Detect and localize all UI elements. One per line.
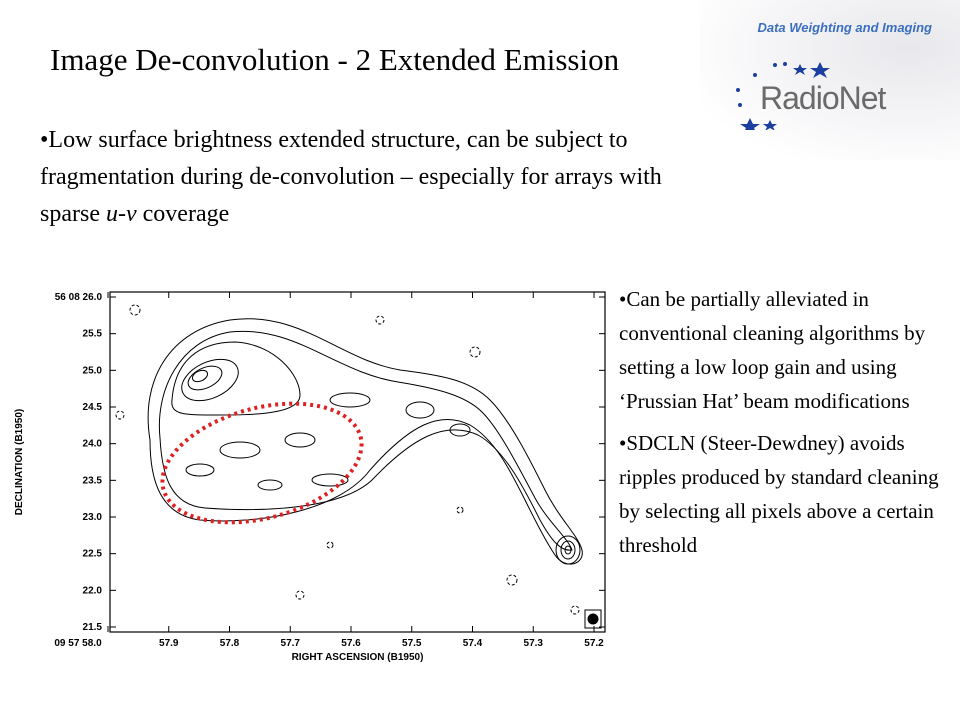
y-tick-label: 22.0: [83, 585, 103, 596]
side-bullets: •Can be partially alleviated in conventi…: [619, 282, 949, 570]
x-tick-label: 57.2: [584, 638, 604, 649]
contour-figure: 56 08 26.0 25.5 25.0 24.5 24.0 23.5 23.0 22.5 22…: [14, 291, 606, 663]
x-tick-label: 57.4: [463, 638, 483, 649]
y-tick-label: 22.5: [83, 549, 103, 560]
x-tick-label: 57.5: [402, 638, 422, 649]
logo-stars: [736, 62, 830, 130]
plot-frame: [109, 291, 606, 633]
logo: RadioNet: [760, 80, 886, 116]
contours: [115, 304, 602, 629]
x-tick-label: 57.9: [159, 638, 179, 649]
y-tick-label: 24.0: [83, 439, 103, 450]
x-tick-label: 57.6: [341, 638, 361, 649]
y-tick-label: 25.0: [83, 365, 103, 376]
y-tick-label: 56 08 26.0: [55, 292, 103, 303]
highlight-ellipse: [160, 401, 364, 525]
bullet-italic: u-v: [105, 201, 137, 227]
bullet-text: •Low surface brightness extended structu…: [40, 127, 662, 227]
background-glow: [700, 0, 960, 160]
title: Image De-convolution - 2 Extended Emissi…: [50, 42, 620, 77]
side-bullet: •Can be partially alleviated in conventi…: [619, 287, 926, 413]
side-bullet: •SDCLN (Steer-Dewdney) avoids ripples pr…: [619, 431, 939, 557]
y-axis-label: DECLINATION (B1950): [14, 409, 25, 516]
x-tick-label: 57.3: [524, 638, 544, 649]
y-tick-label: 24.5: [83, 402, 103, 413]
header: Data Weighting and Imaging: [757, 20, 932, 35]
x-tick-label: 57.8: [220, 638, 240, 649]
x-axis-label: RIGHT ASCENSION (B1950): [292, 652, 424, 663]
bullet: •Low surface brightness extended structu…: [40, 122, 720, 233]
bullet-text: coverage: [136, 201, 230, 227]
x-tick-label: 57.7: [281, 638, 301, 649]
y-tick-label: 23.5: [83, 475, 103, 486]
y-tick-label: 21.5: [83, 622, 103, 633]
y-tick-label: 25.5: [83, 329, 103, 340]
y-tick-label: 23.0: [83, 512, 103, 523]
x-tick-label: 09 57 58.0: [54, 638, 102, 649]
